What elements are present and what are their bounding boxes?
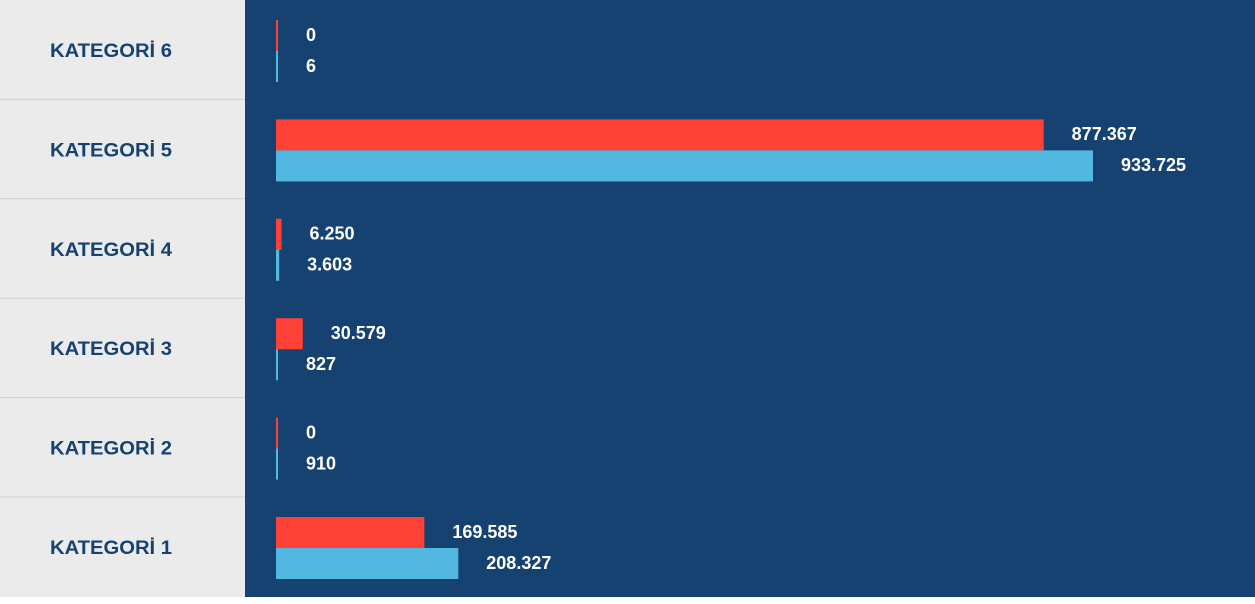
plot-panel	[245, 0, 1255, 597]
category-label: KATEGORİ 5	[50, 140, 172, 161]
value-label: 3.603	[307, 255, 352, 275]
category-label: KATEGORİ 1	[50, 538, 172, 559]
value-label: 827	[306, 354, 336, 374]
category-label: KATEGORİ 2	[50, 439, 172, 460]
bar	[276, 150, 1093, 182]
value-label: 6.250	[309, 224, 354, 244]
category-label: KATEGORİ 3	[50, 339, 172, 360]
value-label: 169.585	[452, 522, 517, 542]
category-label: KATEGORİ 6	[50, 41, 172, 62]
bar	[276, 20, 278, 51]
bar	[276, 448, 278, 480]
value-label: 208.327	[486, 553, 551, 573]
value-label: 0	[306, 25, 316, 45]
value-label: 910	[306, 453, 336, 473]
value-label: 30.579	[331, 323, 386, 343]
bar	[276, 218, 282, 250]
bar	[276, 51, 278, 82]
bar	[276, 349, 278, 381]
bar	[276, 318, 303, 350]
bar	[276, 249, 280, 281]
bar	[276, 417, 278, 449]
bar	[276, 119, 1044, 151]
value-label: 6	[306, 56, 316, 76]
category-label: KATEGORİ 4	[50, 240, 172, 261]
value-label: 877.367	[1072, 124, 1137, 144]
value-label: 0	[306, 422, 316, 442]
bar	[276, 548, 459, 579]
value-label: 933.725	[1121, 155, 1186, 175]
bar	[276, 517, 425, 548]
